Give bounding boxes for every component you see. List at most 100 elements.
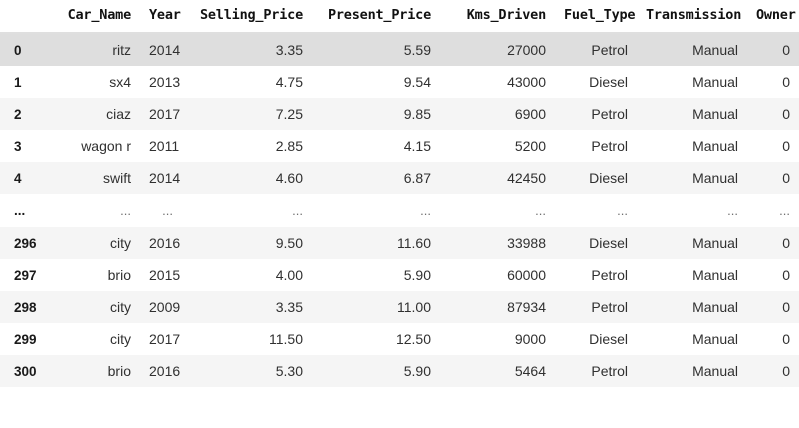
table-cell: 2016: [140, 227, 182, 259]
table-cell: brio: [56, 355, 140, 387]
table-cell: ...: [555, 194, 637, 227]
row-index-cell: 296: [0, 227, 56, 259]
column-header-kms-driven: Kms_Driven: [440, 0, 555, 34]
table-row: 297 brio 2015 4.00 5.90 60000 Petrol Manual 0: [0, 259, 799, 291]
table-cell: brio: [56, 259, 140, 291]
table-body: 0 ritz 2014 3.35 5.59 27000 Petrol Manual 0 1 sx4 2…: [0, 33, 799, 387]
table-cell: 5.90: [312, 259, 440, 291]
table-cell: ritz: [56, 33, 140, 66]
table-cell: 5.59: [312, 33, 440, 66]
table-cell: ...: [747, 194, 799, 227]
table-cell: city: [56, 227, 140, 259]
table-cell: 12.50: [312, 323, 440, 355]
table-cell: Manual: [637, 355, 747, 387]
table-row: 3 wagon r 2011 2.85 4.15 5200 Petrol Manual 0: [0, 130, 799, 162]
table-cell: 0: [747, 130, 799, 162]
table-cell: 5.30: [182, 355, 312, 387]
row-index-cell: 297: [0, 259, 56, 291]
row-index-cell: 299: [0, 323, 56, 355]
table-cell: 6900: [440, 98, 555, 130]
table-cell: 27000: [440, 33, 555, 66]
table-header: Car_Name Year Selling_Price Present_Pric…: [0, 0, 799, 34]
row-index-cell: 4: [0, 162, 56, 194]
table-row: 299 city 2017 11.50 12.50 9000 Diesel Manual 0: [0, 323, 799, 355]
table-cell: Petrol: [555, 130, 637, 162]
table-cell: ...: [637, 194, 747, 227]
table-row: 298 city 2009 3.35 11.00 87934 Petrol Manual 0: [0, 291, 799, 323]
table-cell: ...: [56, 194, 140, 227]
table-cell: 0: [747, 66, 799, 98]
table-row: 4 swift 2014 4.60 6.87 42450 Diesel Manual 0: [0, 162, 799, 194]
table-cell: city: [56, 323, 140, 355]
table-cell: 4.60: [182, 162, 312, 194]
table-cell: 9.85: [312, 98, 440, 130]
table-cell: Manual: [637, 323, 747, 355]
table-cell: Manual: [637, 66, 747, 98]
table-cell: 0: [747, 162, 799, 194]
dataframe-table: Car_Name Year Selling_Price Present_Pric…: [0, 0, 799, 387]
table-cell: city: [56, 291, 140, 323]
table-cell: Diesel: [555, 227, 637, 259]
table-cell: Petrol: [555, 98, 637, 130]
table-cell: ...: [312, 194, 440, 227]
table-cell: 0: [747, 227, 799, 259]
column-header-car-name: Car_Name: [56, 0, 140, 34]
table-row: 0 ritz 2014 3.35 5.59 27000 Petrol Manual 0: [0, 33, 799, 66]
row-index-cell: ...: [0, 194, 56, 227]
table-cell: 0: [747, 323, 799, 355]
table-cell: 3.35: [182, 33, 312, 66]
table-cell: swift: [56, 162, 140, 194]
table-cell: ciaz: [56, 98, 140, 130]
table-cell: 2015: [140, 259, 182, 291]
table-cell: 0: [747, 259, 799, 291]
table-row: 300 brio 2016 5.30 5.90 5464 Petrol Manual 0: [0, 355, 799, 387]
table-cell: Diesel: [555, 162, 637, 194]
table-cell: 0: [747, 291, 799, 323]
table-cell: 5464: [440, 355, 555, 387]
table-cell: 0: [747, 33, 799, 66]
table-cell: Manual: [637, 291, 747, 323]
table-cell: Manual: [637, 33, 747, 66]
table-cell: 60000: [440, 259, 555, 291]
table-cell: Petrol: [555, 259, 637, 291]
table-row: 1 sx4 2013 4.75 9.54 43000 Diesel Manual 0: [0, 66, 799, 98]
table-cell: 2014: [140, 162, 182, 194]
table-cell: 9.50: [182, 227, 312, 259]
table-cell: 5200: [440, 130, 555, 162]
table-cell: ...: [440, 194, 555, 227]
table-cell: 11.50: [182, 323, 312, 355]
table-cell: ...: [182, 194, 312, 227]
table-cell: Manual: [637, 98, 747, 130]
table-cell: ...: [140, 194, 182, 227]
table-cell: 2016: [140, 355, 182, 387]
table-cell: 3.35: [182, 291, 312, 323]
column-header-year: Year: [140, 0, 182, 34]
table-cell: 43000: [440, 66, 555, 98]
table-cell: 5.90: [312, 355, 440, 387]
table-cell: 2014: [140, 33, 182, 66]
table-cell: Manual: [637, 227, 747, 259]
table-cell: 4.00: [182, 259, 312, 291]
table-cell: 11.00: [312, 291, 440, 323]
table-cell: 9000: [440, 323, 555, 355]
row-index-cell: 2: [0, 98, 56, 130]
table-cell: 6.87: [312, 162, 440, 194]
column-header-fuel-type: Fuel_Type: [555, 0, 637, 34]
table-cell: 42450: [440, 162, 555, 194]
table-cell: 2017: [140, 98, 182, 130]
table-cell: 9.54: [312, 66, 440, 98]
column-header-selling-price: Selling_Price: [182, 0, 312, 34]
table-cell: Manual: [637, 162, 747, 194]
table-cell: 0: [747, 98, 799, 130]
row-index-cell: 298: [0, 291, 56, 323]
table-cell: 4.75: [182, 66, 312, 98]
table-row: 296 city 2016 9.50 11.60 33988 Diesel Manual 0: [0, 227, 799, 259]
column-header-present-price: Present_Price: [312, 0, 440, 34]
table-cell: 0: [747, 355, 799, 387]
table-cell: Petrol: [555, 33, 637, 66]
table-cell: Petrol: [555, 291, 637, 323]
table-cell: 11.60: [312, 227, 440, 259]
table-cell: Petrol: [555, 355, 637, 387]
row-index-cell: 300: [0, 355, 56, 387]
